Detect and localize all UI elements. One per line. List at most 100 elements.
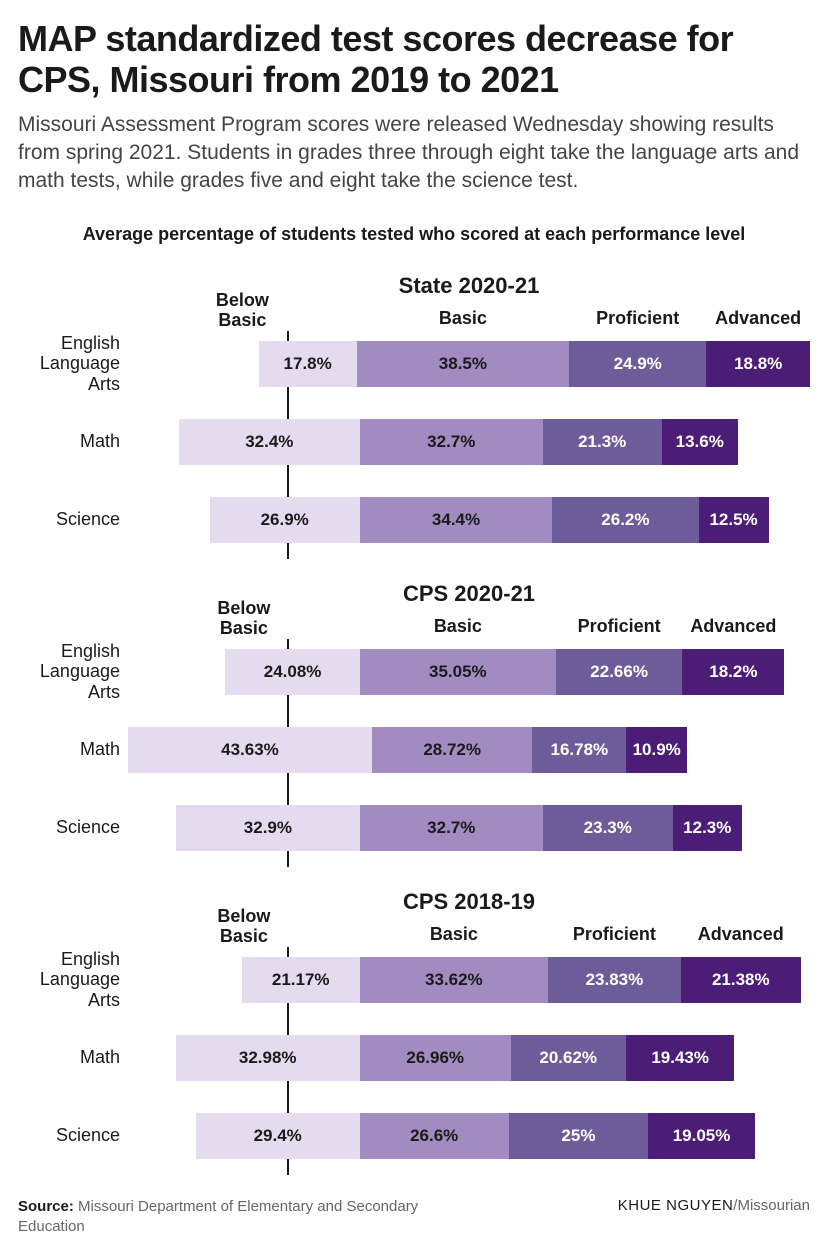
bar-stack: 29.4%26.6%25%19.05% <box>128 1113 810 1159</box>
bar-stack: 43.63%28.72%16.78%10.9% <box>128 727 810 773</box>
spacer <box>128 1113 196 1159</box>
segment-advanced: 12.3% <box>673 805 742 851</box>
segment-advanced: 18.8% <box>706 341 810 387</box>
bar-row: Math32.4%32.7%21.3%13.6% <box>128 415 810 469</box>
bar-stack: 32.9%32.7%23.3%12.3% <box>128 805 810 851</box>
row-label: Math <box>18 1047 128 1068</box>
bar-row: Science29.4%26.6%25%19.05% <box>128 1109 810 1163</box>
bar-row: EnglishLanguage Arts21.17%33.62%23.83%21… <box>128 953 810 1007</box>
spacer <box>128 497 210 543</box>
segment-advanced: 19.05% <box>648 1113 754 1159</box>
spacer <box>128 419 179 465</box>
bar-stack: 32.98%26.96%20.62%19.43% <box>128 1035 810 1081</box>
bar-row: Math32.98%26.96%20.62%19.43% <box>128 1031 810 1085</box>
row-label: Science <box>18 509 128 530</box>
spacer <box>128 957 242 1003</box>
legend-proficient: Proficient <box>569 309 706 331</box>
segment-basic: 35.05% <box>360 649 556 695</box>
bar-stack: 32.4%32.7%21.3%13.6% <box>128 419 810 465</box>
source-text: Missouri Department of Elementary and Se… <box>18 1198 418 1235</box>
legend-row: BelowBasicBasicProficientAdvanced <box>128 611 810 639</box>
spacer <box>128 1035 176 1081</box>
legend-basic: Basic <box>360 617 556 639</box>
segment-advanced: 12.5% <box>699 497 769 543</box>
bar-stack: 26.9%34.4%26.2%12.5% <box>128 497 810 543</box>
source: Source: Missouri Department of Elementar… <box>18 1197 454 1238</box>
row-label: EnglishLanguage Arts <box>18 333 128 395</box>
legend-row: BelowBasicBasicProficientAdvanced <box>128 919 810 947</box>
segment-basic: 32.7% <box>360 805 543 851</box>
segment-below-basic: 26.9% <box>210 497 360 543</box>
chart-body: BelowBasicBasicProficientAdvancedEnglish… <box>18 303 810 547</box>
subhead: Missouri Assessment Program scores were … <box>18 111 810 196</box>
segment-advanced: 21.38% <box>681 957 801 1003</box>
segment-proficient: 16.78% <box>532 727 626 773</box>
bar-row: Science32.9%32.7%23.3%12.3% <box>128 801 810 855</box>
chart-title: Average percentage of students tested wh… <box>18 224 810 245</box>
chart-section: State 2020-21BelowBasicBasicProficientAd… <box>18 273 810 547</box>
segment-proficient: 22.66% <box>556 649 683 695</box>
segment-proficient: 25% <box>509 1113 649 1159</box>
segment-basic: 28.72% <box>372 727 533 773</box>
legend-row: BelowBasicBasicProficientAdvanced <box>128 303 810 331</box>
legend-advanced: Advanced <box>682 617 784 639</box>
chart-body: BelowBasicBasicProficientAdvancedEnglish… <box>18 611 810 855</box>
segment-proficient: 20.62% <box>511 1035 626 1081</box>
segment-below-basic: 29.4% <box>196 1113 360 1159</box>
segment-basic: 34.4% <box>360 497 552 543</box>
segment-below-basic: 32.4% <box>179 419 360 465</box>
source-label: Source: <box>18 1198 74 1215</box>
bar-row: EnglishLanguage Arts17.8%38.5%24.9%18.8% <box>128 337 810 391</box>
segment-basic: 32.7% <box>360 419 543 465</box>
row-label: Math <box>18 431 128 452</box>
spacer <box>128 341 259 387</box>
headline: MAP standardized test scores decrease fo… <box>18 18 810 101</box>
segment-below-basic: 21.17% <box>242 957 360 1003</box>
segment-basic: 38.5% <box>357 341 569 387</box>
chart-body: BelowBasicBasicProficientAdvancedEnglish… <box>18 919 810 1163</box>
legend-basic: Basic <box>357 309 569 331</box>
legend-proficient: Proficient <box>556 617 683 639</box>
spacer <box>128 805 176 851</box>
spacer <box>128 649 225 695</box>
bar-row: Math43.63%28.72%16.78%10.9% <box>128 723 810 777</box>
bar-row: EnglishLanguage Arts24.08%35.05%22.66%18… <box>128 645 810 699</box>
segment-proficient: 24.9% <box>569 341 706 387</box>
segment-advanced: 13.6% <box>662 419 738 465</box>
segment-advanced: 18.2% <box>682 649 784 695</box>
legend-below-basic: BelowBasic <box>128 291 357 333</box>
row-label: EnglishLanguage Arts <box>18 641 128 703</box>
segment-basic: 26.6% <box>360 1113 509 1159</box>
chart-container: State 2020-21BelowBasicBasicProficientAd… <box>18 273 810 1163</box>
chart-section: CPS 2020-21BelowBasicBasicProficientAdva… <box>18 581 810 855</box>
segment-proficient: 23.3% <box>543 805 673 851</box>
segment-advanced: 10.9% <box>626 727 687 773</box>
segment-advanced: 19.43% <box>626 1035 735 1081</box>
bar-stack: 17.8%38.5%24.9%18.8% <box>128 341 810 387</box>
credit: KHUE NGUYEN/Missourian <box>618 1197 810 1214</box>
legend-below-basic: BelowBasic <box>128 907 360 949</box>
segment-below-basic: 32.9% <box>176 805 360 851</box>
segment-proficient: 26.2% <box>552 497 698 543</box>
legend-below-basic: BelowBasic <box>128 599 360 641</box>
chart-section: CPS 2018-19BelowBasicBasicProficientAdva… <box>18 889 810 1163</box>
segment-below-basic: 43.63% <box>128 727 372 773</box>
footer: Source: Missouri Department of Elementar… <box>18 1197 810 1238</box>
credit-org: /Missourian <box>733 1197 810 1214</box>
bar-row: Science26.9%34.4%26.2%12.5% <box>128 493 810 547</box>
bar-stack: 21.17%33.62%23.83%21.38% <box>128 957 810 1003</box>
legend-advanced: Advanced <box>706 309 810 331</box>
legend-advanced: Advanced <box>681 925 801 947</box>
segment-basic: 26.96% <box>360 1035 511 1081</box>
bar-stack: 24.08%35.05%22.66%18.2% <box>128 649 810 695</box>
row-label: EnglishLanguage Arts <box>18 949 128 1011</box>
row-label: Math <box>18 739 128 760</box>
row-label: Science <box>18 1125 128 1146</box>
credit-name: KHUE NGUYEN <box>618 1197 734 1214</box>
row-label: Science <box>18 817 128 838</box>
segment-proficient: 21.3% <box>543 419 662 465</box>
segment-below-basic: 17.8% <box>259 341 357 387</box>
segment-basic: 33.62% <box>360 957 548 1003</box>
segment-proficient: 23.83% <box>548 957 681 1003</box>
segment-below-basic: 24.08% <box>225 649 360 695</box>
